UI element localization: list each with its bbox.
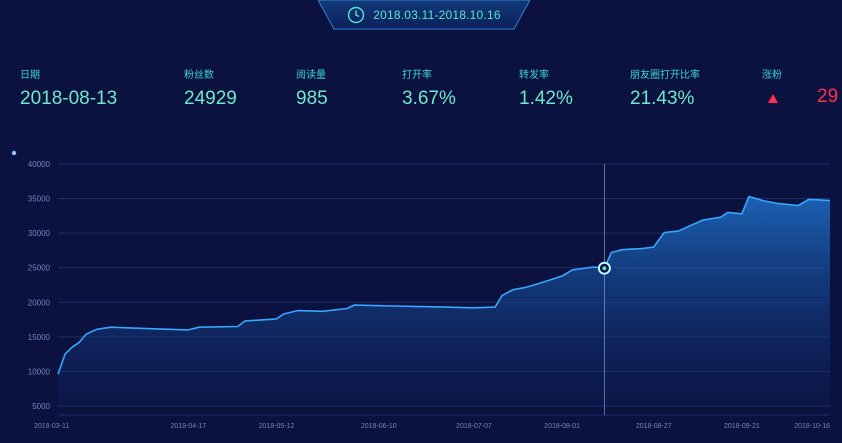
stat-reads-value: 985 — [296, 88, 328, 109]
stat-follower-gain-value: 29 — [817, 86, 839, 107]
stat-follower-gain-label: 涨粉 — [762, 70, 782, 81]
x-tick-label-4: 2018-07-07 — [456, 423, 492, 430]
y-tick-label-25000: 25000 — [28, 264, 51, 273]
stat-share-rate-value: 1.42% — [519, 88, 573, 109]
x-tick-label-0: 2018-03-11 — [34, 423, 69, 430]
triangle-up-icon — [768, 94, 778, 103]
y-tick-label-15000: 15000 — [28, 333, 51, 342]
stat-open-rate-value: 3.67% — [402, 88, 456, 109]
stat-moments-ratio-label: 朋友圈打开比率 — [630, 70, 700, 81]
x-tick-label-8: 2018-10-16 — [794, 423, 830, 430]
y-tick-label-40000: 40000 — [28, 160, 51, 169]
series-line — [57, 195, 831, 375]
date-range-frame — [318, 0, 530, 30]
stat-open-rate: 打开率 3.67% — [402, 66, 456, 110]
stat-reads: 阅读量 985 — [296, 66, 328, 110]
series-area — [58, 196, 830, 406]
y-tick-label-5000: 5000 — [32, 402, 50, 411]
x-tick-label-3: 2018-06-10 — [361, 423, 397, 430]
stat-share-rate-label: 转发率 — [519, 70, 549, 81]
stat-moments-ratio: 朋友圈打开比率 21.43% — [630, 66, 700, 110]
y-tick-label-30000: 30000 — [28, 229, 51, 238]
stat-followers-value: 24929 — [184, 88, 237, 109]
stat-follower-gain: 涨粉 29 — [762, 66, 838, 116]
follower-trend-chart: 5000 10000 15000 20000 25000 30000 35000 40000 2… — [11, 150, 831, 430]
y-tick-label-10000: 10000 — [28, 367, 51, 376]
stat-open-rate-label: 打开率 — [402, 70, 432, 81]
stat-date-label: 日期 — [20, 70, 40, 81]
highlight-point-core — [602, 266, 607, 271]
stat-date: 日期 2018-08-13 — [20, 66, 117, 110]
axis-origin-dot — [11, 150, 17, 156]
stat-followers-label: 粉丝数 — [184, 70, 214, 81]
x-tick-label-6: 2018-08-27 — [636, 423, 672, 430]
stat-moments-ratio-value: 21.43% — [630, 88, 695, 109]
date-range-badge[interactable]: 2018.03.11-2018.10.16 — [318, 0, 530, 30]
clock-icon — [348, 6, 365, 24]
date-range-text: 2018.03.11-2018.10.16 — [373, 8, 501, 22]
x-tick-label-1: 2018-04-17 — [171, 423, 207, 430]
y-tick-label-20000: 20000 — [28, 298, 51, 307]
x-tick-label-2: 2018-05-12 — [259, 423, 295, 430]
x-tick-label-5: 2018-08-01 — [544, 423, 580, 430]
x-tick-label-7: 2018-09-21 — [724, 423, 760, 430]
stats-bar: 日期 2018-08-13 粉丝数 24929 阅读量 985 打开率 3.67… — [0, 66, 842, 116]
stat-reads-label: 阅读量 — [296, 70, 326, 81]
stat-date-value: 2018-08-13 — [20, 88, 118, 109]
stat-followers: 粉丝数 24929 — [184, 66, 237, 110]
stat-share-rate: 转发率 1.42% — [519, 66, 573, 110]
y-tick-label-35000: 35000 — [28, 195, 51, 204]
